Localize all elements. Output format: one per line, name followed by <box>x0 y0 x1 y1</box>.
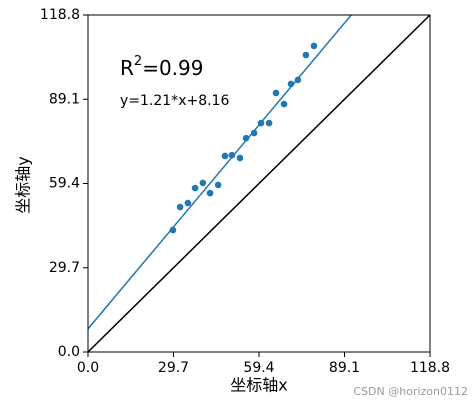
scatter-point <box>199 179 207 187</box>
y-tick-label: 118.8 <box>40 7 80 23</box>
scatter-point <box>191 184 199 192</box>
r2-sup: 2 <box>134 54 142 69</box>
y-tick-label: 0.0 <box>58 344 80 360</box>
scatter-point <box>280 100 288 108</box>
y-tick-label: 89.1 <box>49 91 80 107</box>
scatter-point <box>287 80 295 88</box>
scatter-point <box>236 154 244 162</box>
scatter-point <box>265 119 273 127</box>
scatter-point <box>214 181 222 189</box>
fit-line <box>88 15 353 330</box>
scatter-point <box>310 42 318 50</box>
scatter-point <box>221 152 229 160</box>
scatter-point <box>242 134 250 142</box>
scatter-point <box>206 189 214 197</box>
x-tick-label: 89.1 <box>329 360 360 376</box>
scatter-point <box>257 119 265 127</box>
scatter-point <box>184 199 192 207</box>
y-tick-label: 59.4 <box>49 176 80 192</box>
x-axis-label: 坐标轴x <box>230 376 287 395</box>
x-tick-label: 59.4 <box>243 360 274 376</box>
scatter-point <box>294 76 302 84</box>
y-axis-label: 坐标轴y <box>14 156 33 213</box>
scatter-point <box>228 151 236 159</box>
r2-text: =0.99 <box>142 56 203 80</box>
x-tick-label: 118.8 <box>410 360 450 376</box>
scatter-point <box>176 203 184 211</box>
x-tick-label: 0.0 <box>77 360 99 376</box>
identity-line <box>88 15 430 352</box>
scatter-point <box>302 51 310 59</box>
scatter-point <box>272 89 280 97</box>
fit-label: y=1.21*x+8.16 <box>120 93 229 109</box>
x-tick-label: 29.7 <box>158 360 189 376</box>
scatter-point <box>250 129 258 137</box>
r2-base: R <box>120 56 134 80</box>
y-tick-label: 29.7 <box>49 260 80 276</box>
scatter-point <box>169 226 177 234</box>
r2-label: R2=0.99 <box>120 54 203 80</box>
watermark: CSDN @horizon0112 <box>353 385 468 398</box>
plot-frame <box>87 14 431 353</box>
